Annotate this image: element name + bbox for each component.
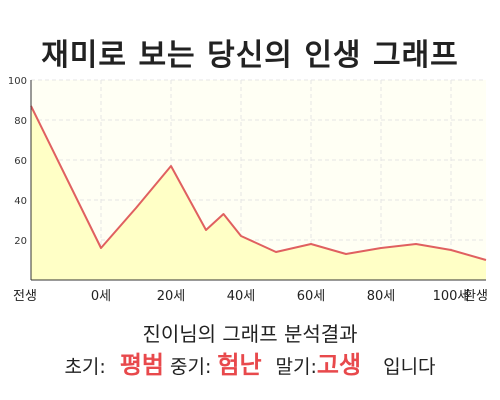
area-fill [31,106,486,280]
chart-title: 재미로 보는 당신의 인생 그래프 [41,38,459,73]
late-value: 고생 [316,351,362,379]
x-tick-label: 0세 [91,289,111,304]
y-tick-label: 80 [14,116,27,127]
analysis-title: 진이님의 그래프 분석결과 [142,322,358,346]
result-ending: 입니다 [383,356,436,378]
x-tick-label: 40세 [227,289,256,304]
middle-value: 험난 [217,351,262,379]
early-label: 초기: [64,356,106,378]
x-tick-label: 80세 [367,289,396,304]
early-value: 평범 [119,351,164,379]
y-tick-label: 100 [8,76,27,87]
x-tick-label: 20세 [157,289,186,304]
x-tick-label: 환생 [464,289,488,304]
life-line [30,105,487,261]
y-tick-label: 60 [14,156,27,167]
x-tick-label: 100세 [433,289,470,304]
x-tick-label: 60세 [297,289,326,304]
y-tick-label: 20 [14,236,27,247]
middle-label: 중기: [170,356,212,378]
late-label: 말기: [275,356,317,378]
x-tick-label: 전생 [13,289,37,304]
y-tick-label: 40 [14,196,27,207]
analysis-result: 초기: 평범 중기: 험난 말기:고생 입니다 [0,345,500,380]
